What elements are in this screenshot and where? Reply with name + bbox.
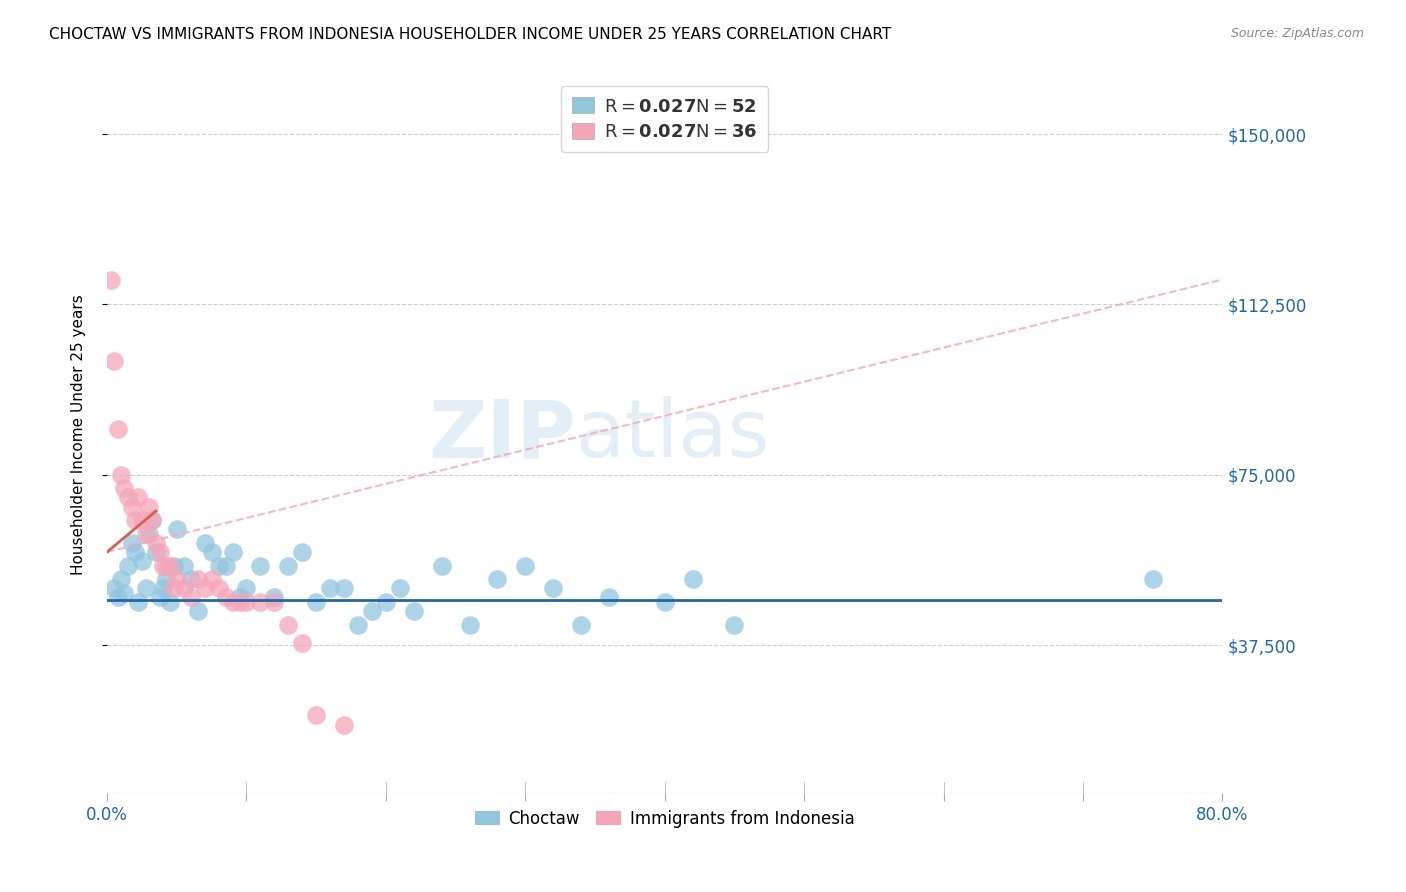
- Point: [569, 617, 592, 632]
- Point: [249, 558, 271, 573]
- Y-axis label: Householder Income Under 25 years: Householder Income Under 25 years: [72, 294, 86, 575]
- Point: [291, 545, 314, 559]
- Point: [598, 591, 620, 605]
- Point: [103, 354, 125, 368]
- Point: [214, 558, 236, 573]
- Point: [221, 545, 243, 559]
- Point: [138, 500, 160, 514]
- Point: [112, 482, 135, 496]
- Point: [361, 604, 384, 618]
- Point: [249, 595, 271, 609]
- Point: [187, 604, 209, 618]
- Point: [149, 591, 172, 605]
- Point: [145, 545, 167, 559]
- Point: [723, 617, 745, 632]
- Text: Source: ZipAtlas.com: Source: ZipAtlas.com: [1230, 27, 1364, 40]
- Point: [131, 554, 153, 568]
- Point: [155, 572, 177, 586]
- Point: [263, 595, 285, 609]
- Point: [159, 558, 181, 573]
- Point: [654, 595, 676, 609]
- Point: [1142, 572, 1164, 586]
- Point: [117, 491, 139, 505]
- Point: [180, 572, 202, 586]
- Point: [207, 558, 229, 573]
- Point: [141, 513, 163, 527]
- Point: [110, 467, 132, 482]
- Point: [121, 500, 143, 514]
- Point: [166, 522, 188, 536]
- Point: [235, 582, 257, 596]
- Point: [277, 558, 299, 573]
- Point: [166, 572, 188, 586]
- Point: [187, 572, 209, 586]
- Point: [305, 595, 328, 609]
- Point: [159, 595, 181, 609]
- Legend: Choctaw, Immigrants from Indonesia: Choctaw, Immigrants from Indonesia: [468, 803, 862, 834]
- Point: [515, 558, 537, 573]
- Point: [541, 582, 564, 596]
- Point: [173, 558, 195, 573]
- Point: [388, 582, 411, 596]
- Point: [131, 513, 153, 527]
- Point: [180, 591, 202, 605]
- Point: [163, 582, 186, 596]
- Point: [112, 586, 135, 600]
- Point: [207, 582, 229, 596]
- Point: [291, 636, 314, 650]
- Point: [194, 582, 217, 596]
- Text: CHOCTAW VS IMMIGRANTS FROM INDONESIA HOUSEHOLDER INCOME UNDER 25 YEARS CORRELATI: CHOCTAW VS IMMIGRANTS FROM INDONESIA HOU…: [49, 27, 891, 42]
- Point: [263, 591, 285, 605]
- Text: atlas: atlas: [575, 396, 770, 474]
- Point: [135, 582, 157, 596]
- Point: [201, 545, 224, 559]
- Point: [235, 595, 257, 609]
- Point: [124, 513, 146, 527]
- Point: [149, 545, 172, 559]
- Point: [124, 545, 146, 559]
- Point: [103, 582, 125, 596]
- Text: ZIP: ZIP: [429, 396, 575, 474]
- Point: [110, 572, 132, 586]
- Point: [374, 595, 396, 609]
- Point: [347, 617, 370, 632]
- Point: [145, 536, 167, 550]
- Point: [135, 526, 157, 541]
- Point: [163, 558, 186, 573]
- Point: [107, 422, 129, 436]
- Point: [221, 595, 243, 609]
- Point: [141, 513, 163, 527]
- Point: [155, 558, 177, 573]
- Point: [333, 717, 356, 731]
- Point: [333, 582, 356, 596]
- Point: [152, 558, 174, 573]
- Point: [100, 272, 122, 286]
- Point: [277, 617, 299, 632]
- Point: [402, 604, 425, 618]
- Point: [430, 558, 453, 573]
- Point: [486, 572, 509, 586]
- Point: [152, 582, 174, 596]
- Point: [121, 536, 143, 550]
- Point: [138, 526, 160, 541]
- Point: [127, 595, 149, 609]
- Point: [194, 536, 217, 550]
- Point: [305, 708, 328, 723]
- Point: [201, 572, 224, 586]
- Point: [319, 582, 342, 596]
- Point: [228, 591, 250, 605]
- Point: [173, 582, 195, 596]
- Point: [458, 617, 481, 632]
- Point: [127, 491, 149, 505]
- Point: [228, 595, 250, 609]
- Point: [107, 591, 129, 605]
- Point: [682, 572, 704, 586]
- Point: [214, 591, 236, 605]
- Point: [117, 558, 139, 573]
